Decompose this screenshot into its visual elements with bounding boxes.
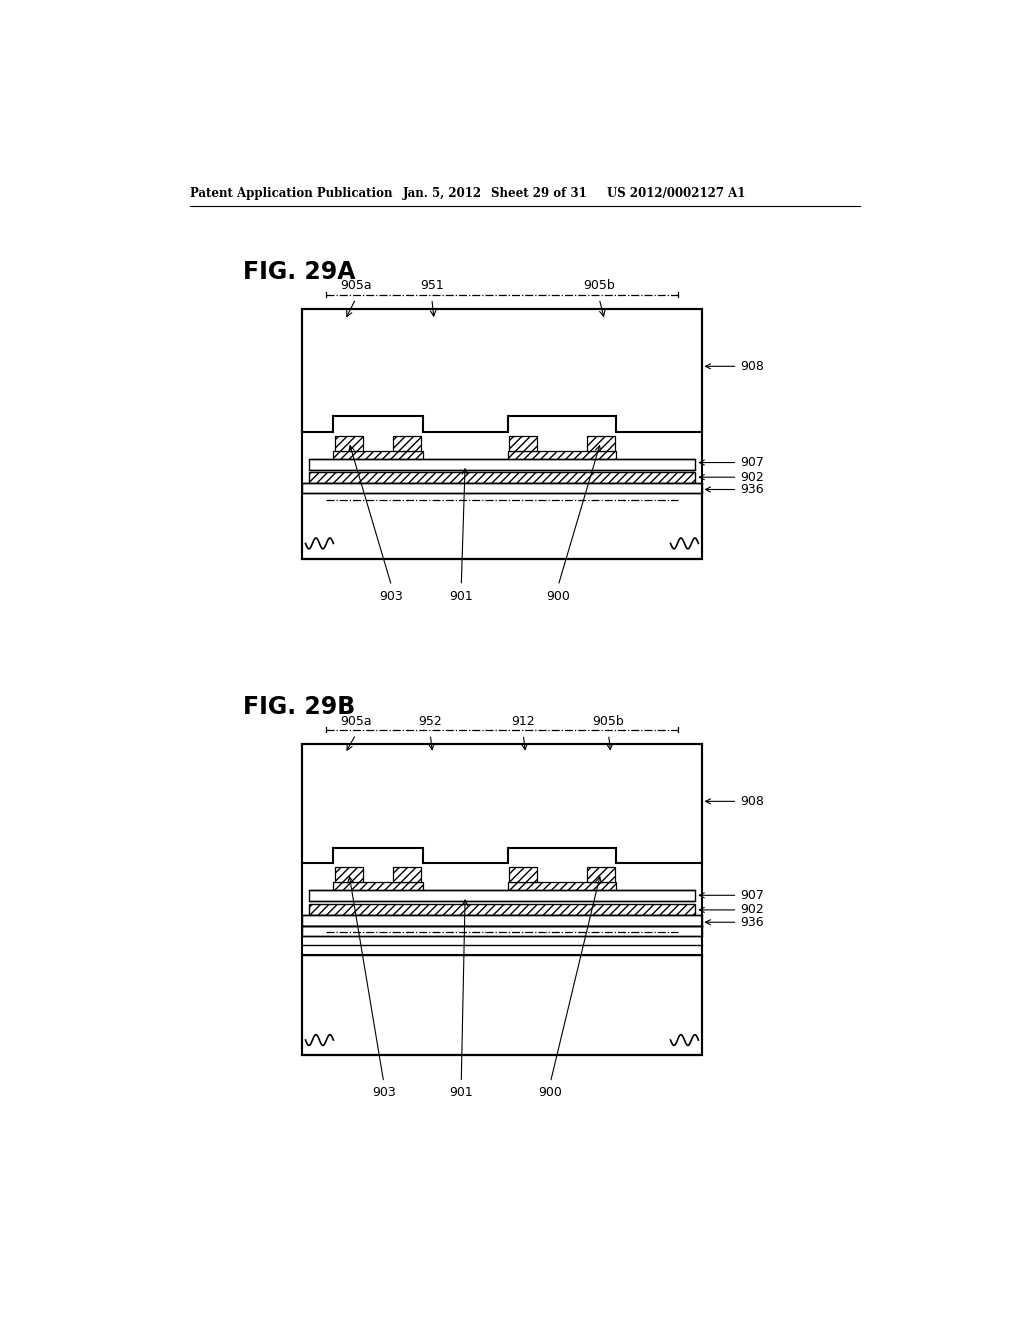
Text: 936: 936 xyxy=(706,916,764,929)
Bar xyxy=(308,471,695,483)
Text: FIG. 29A: FIG. 29A xyxy=(243,260,355,284)
Text: US 2012/0002127 A1: US 2012/0002127 A1 xyxy=(607,186,745,199)
Text: 901: 901 xyxy=(450,1086,473,1100)
Bar xyxy=(334,882,423,894)
Bar xyxy=(508,451,616,462)
Text: 936: 936 xyxy=(706,483,764,496)
Bar xyxy=(308,904,695,915)
Text: 908: 908 xyxy=(706,795,764,808)
Bar xyxy=(423,847,508,863)
Text: 905a: 905a xyxy=(340,280,372,293)
Bar xyxy=(302,743,701,1056)
Text: 905b: 905b xyxy=(584,280,615,293)
Bar xyxy=(587,867,614,882)
Text: Jan. 5, 2012: Jan. 5, 2012 xyxy=(403,186,482,199)
Bar xyxy=(308,459,695,470)
Bar xyxy=(302,309,701,416)
Bar xyxy=(302,309,701,558)
Text: 912: 912 xyxy=(511,715,536,729)
Bar xyxy=(587,436,614,451)
Bar xyxy=(302,954,701,1056)
Bar xyxy=(335,867,362,882)
Bar xyxy=(302,494,701,558)
Bar xyxy=(508,847,616,863)
Bar xyxy=(508,882,616,894)
Text: Sheet 29 of 31: Sheet 29 of 31 xyxy=(490,186,587,199)
Bar xyxy=(393,436,421,451)
Bar xyxy=(509,867,538,882)
Text: 905b: 905b xyxy=(593,715,625,729)
Text: 908: 908 xyxy=(706,360,764,372)
Bar xyxy=(302,483,701,494)
Bar xyxy=(302,847,334,863)
Text: 903: 903 xyxy=(372,1086,395,1100)
Text: 903: 903 xyxy=(380,590,403,603)
Bar xyxy=(302,915,701,927)
Bar xyxy=(334,416,423,432)
Bar xyxy=(616,416,701,432)
Bar xyxy=(423,416,508,432)
Bar xyxy=(302,743,701,847)
Bar xyxy=(334,847,423,863)
Bar xyxy=(302,416,334,432)
Text: Patent Application Publication: Patent Application Publication xyxy=(190,186,392,199)
Text: 900: 900 xyxy=(546,590,570,603)
Text: 952: 952 xyxy=(419,715,442,729)
Text: 907: 907 xyxy=(699,455,764,469)
Text: 905a: 905a xyxy=(340,715,372,729)
Text: 902: 902 xyxy=(699,903,764,916)
Text: FIG. 29B: FIG. 29B xyxy=(243,694,355,718)
Bar xyxy=(302,927,701,936)
Bar xyxy=(509,436,538,451)
Text: 901: 901 xyxy=(450,590,473,603)
Bar xyxy=(335,436,362,451)
Bar xyxy=(308,890,695,902)
Bar xyxy=(393,867,421,882)
Bar xyxy=(334,451,423,462)
Text: 900: 900 xyxy=(539,1086,562,1100)
Bar xyxy=(616,847,701,863)
Text: 902: 902 xyxy=(699,471,764,483)
Bar xyxy=(508,416,616,432)
Text: 907: 907 xyxy=(699,888,764,902)
Text: 951: 951 xyxy=(420,280,443,293)
